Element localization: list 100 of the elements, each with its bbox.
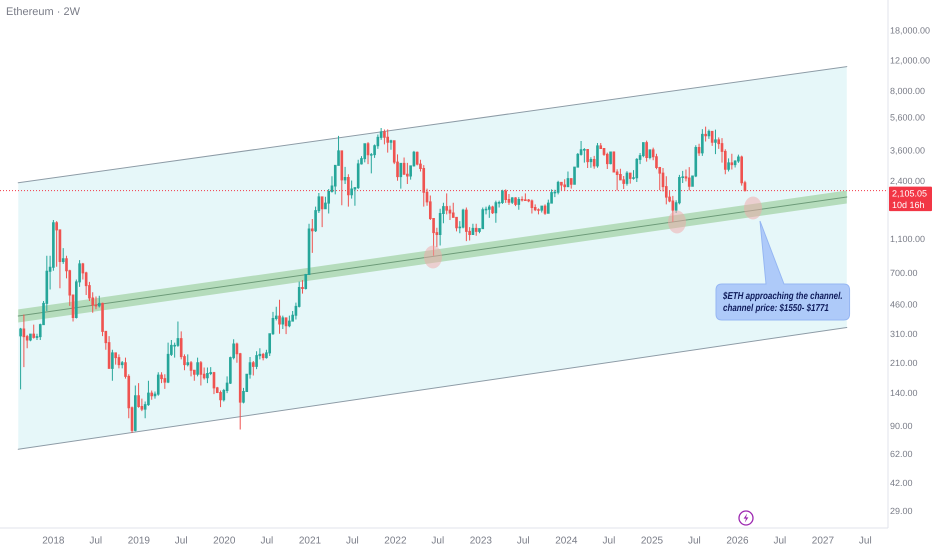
candlestick (510, 196, 514, 204)
candlestick (206, 367, 209, 384)
candlestick (114, 352, 117, 366)
candlestick (399, 162, 402, 190)
x-tick-label: 2026 (726, 536, 750, 546)
candlestick (137, 382, 140, 408)
x-tick-label: Jul (346, 536, 359, 546)
text: Ethereum · 2W (6, 6, 81, 18)
x-tick-label: 2025 (640, 536, 664, 546)
candlestick (344, 166, 346, 184)
candlestick (590, 156, 592, 168)
candlestick (570, 178, 573, 190)
candlestick (366, 142, 370, 165)
candlestick (363, 142, 366, 163)
candlestick (120, 360, 124, 369)
candlestick (596, 142, 599, 168)
candlestick (648, 148, 652, 160)
candlestick (164, 374, 166, 390)
x-tick-label: Jul (773, 536, 786, 546)
x-tick-label: 2019 (128, 536, 150, 546)
candlestick (628, 172, 632, 184)
candlestick (278, 299, 281, 334)
candlestick (150, 390, 154, 400)
y-tick-label: 62.00 (890, 449, 913, 460)
candlestick (252, 360, 255, 376)
y-tick-label: 42.00 (890, 478, 913, 488)
candlestick (166, 342, 170, 384)
candlestick (672, 195, 674, 222)
candlestick (386, 128, 390, 154)
candlestick (111, 349, 114, 382)
x-tick-label: 2023 (470, 536, 492, 546)
candlestick (200, 360, 202, 386)
candlestick (727, 158, 730, 172)
candlestick (586, 148, 589, 168)
candlestick (255, 350, 258, 370)
candlestick (560, 182, 563, 191)
candlestick (219, 390, 222, 408)
candlestick (491, 205, 494, 214)
candlestick (708, 128, 710, 140)
candlestick (288, 315, 291, 328)
candlestick (284, 317, 288, 335)
candlestick (32, 324, 36, 340)
candlestick (626, 170, 628, 186)
candlestick (481, 206, 484, 230)
candlestick (474, 223, 478, 236)
y-tick-label: 210.00 (890, 358, 918, 368)
candlestick (212, 371, 216, 395)
candlestick (556, 180, 560, 195)
candlestick (537, 208, 540, 215)
candlestick (714, 129, 717, 155)
candlestick (592, 155, 596, 170)
x-tick-label: Jul (89, 536, 102, 546)
candlestick (606, 152, 609, 170)
candlestick (320, 196, 324, 228)
candlestick (462, 208, 464, 229)
candlestick (540, 205, 544, 214)
candlestick (465, 206, 468, 242)
candlestick (340, 150, 344, 206)
candlestick (517, 196, 520, 210)
x-tick-label: Jul (431, 536, 444, 546)
candlestick (22, 314, 26, 368)
y-tick-label: 140.00 (890, 388, 918, 398)
candlestick (544, 204, 546, 216)
ref-line-label: 2,105.05 (892, 188, 928, 198)
candlestick (94, 296, 98, 310)
x-tick-label: Jul (688, 536, 701, 546)
candlestick (737, 154, 740, 164)
candlestick (504, 188, 508, 204)
candlestick (698, 143, 700, 156)
candlestick (514, 196, 517, 207)
y-tick-label: 29.00 (890, 506, 913, 516)
candlestick (98, 295, 101, 308)
candlestick (710, 130, 714, 146)
candlestick (730, 153, 734, 170)
candlestick (301, 280, 304, 294)
candlestick (62, 248, 65, 264)
candlestick (310, 218, 314, 254)
text: 10d 16h (892, 200, 925, 210)
candlestick (19, 327, 22, 390)
x-tick-label: Jul (260, 536, 274, 546)
candlestick (566, 170, 570, 188)
candlestick (609, 151, 612, 165)
y-tick-label: 8,000.00 (890, 86, 926, 96)
y-tick-label: 2,400.00 (890, 176, 926, 186)
y-tick-label: 18,000.00 (890, 25, 930, 36)
x-tick-label: 2021 (298, 536, 322, 546)
candlestick (501, 189, 504, 204)
candlestick (488, 204, 491, 218)
candlestick (508, 194, 510, 206)
x-tick-label: 2018 (42, 536, 65, 546)
y-tick-label: 460.00 (890, 299, 918, 310)
x-tick-label: Jul (174, 536, 188, 546)
candlestick (281, 315, 284, 330)
y-tick-label: 1,100.00 (890, 234, 926, 244)
candlestick (563, 178, 566, 192)
y-tick-label: 90.00 (890, 421, 913, 432)
candlestick (262, 352, 264, 361)
candlestick (390, 139, 392, 150)
candlestick (472, 223, 474, 235)
x-tick-label: Jul (516, 536, 530, 546)
